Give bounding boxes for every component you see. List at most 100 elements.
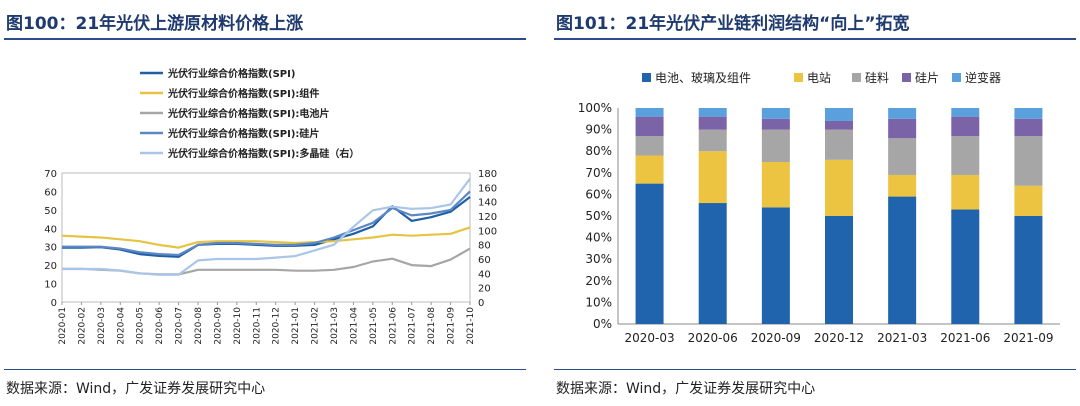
x-tick-label: 2021-08	[427, 307, 437, 345]
x-tick-label: 2020-12	[272, 307, 282, 345]
y-tick-left: 10	[44, 280, 57, 291]
x-tick-label: 2020-01	[58, 307, 68, 345]
x-tick-label: 2020-06	[155, 307, 165, 345]
bar-segment-1	[1014, 185, 1043, 216]
y-tick-label: 100%	[578, 101, 612, 115]
y-tick-label: 70%	[585, 166, 612, 180]
left-source-note: 数据来源：Wind，广发证券发展研究中心	[6, 381, 266, 397]
x-tick-label: 2021-06	[940, 331, 990, 345]
bar-segment-3	[825, 120, 853, 130]
left-figure-title: 图100：21年光伏上游原材料价格上涨	[6, 14, 304, 34]
y-tick-right: 80	[478, 241, 491, 252]
bar-segment-3	[698, 116, 727, 130]
x-tick-label: 2021-10	[466, 307, 476, 345]
y-tick-label: 0%	[593, 317, 612, 331]
left-panel: 图100：21年光伏上游原材料价格上涨 光伏行业综合价格指数(SPI) 光伏行业综…	[0, 0, 530, 406]
series-line-1	[61, 226, 471, 249]
bar-segment-0	[951, 209, 980, 324]
legend-label-3: 硅片	[915, 71, 939, 85]
x-tick-label: 2020-12	[814, 331, 864, 345]
legend-swatch-3	[902, 73, 911, 82]
bar-segment-4	[888, 108, 917, 119]
bar-segment-1	[951, 174, 980, 210]
bar-segment-2	[761, 129, 790, 162]
x-tick-label: 2020-08	[194, 307, 204, 345]
bar-segment-4	[951, 108, 980, 117]
x-tick-label: 2021-03	[330, 307, 340, 345]
bar-segment-3	[1014, 118, 1043, 137]
bar-segment-1	[888, 174, 917, 197]
bar-segment-4	[1014, 108, 1043, 119]
y-tick-left: 0	[51, 298, 57, 309]
stacked-bar-chart: 电池、玻璃及组件 电站 硅料 硅片 逆变器 0% 10% 20% 30% 40% 50% 60% 70%…	[578, 70, 1060, 345]
series-line-0	[62, 196, 471, 258]
bar-segment-1	[635, 155, 664, 184]
legend-swatch-0	[642, 73, 651, 82]
bar-segment-3	[951, 116, 980, 137]
y-tick-left: 60	[44, 187, 57, 198]
legend-label-0: 电池、玻璃及组件	[655, 71, 751, 85]
y-tick-label: 20%	[585, 274, 612, 288]
y-tick-right: 100	[478, 226, 497, 237]
x-tick-label: 2020-07	[175, 307, 185, 345]
x-tick-label: 2021-09	[447, 307, 457, 345]
x-tick-label: 2021-03	[877, 331, 927, 345]
bar-segment-0	[888, 196, 917, 324]
legend-label-1: 光伏行业综合价格指数(SPI):组件	[167, 87, 319, 100]
y-tick-label: 30%	[585, 252, 612, 266]
bar-segment-0	[825, 216, 853, 324]
bar-segment-2	[635, 136, 664, 156]
y-tick-label: 80%	[585, 144, 612, 158]
y-tick-right: 0	[478, 298, 484, 309]
y-tick-label: 60%	[585, 187, 612, 201]
y-tick-right: 160	[478, 183, 497, 194]
y-tick-label: 10%	[585, 295, 612, 309]
y-tick-right: 140	[478, 198, 497, 209]
left-source-rule	[4, 369, 526, 370]
y-tick-left: 50	[44, 206, 57, 217]
x-tick-label: 2020-03	[625, 331, 675, 345]
x-tick-label: 2021-01	[291, 307, 301, 345]
legend-label-3: 光伏行业综合价格指数(SPI):硅片	[167, 127, 319, 140]
y-tick-right: 120	[478, 212, 497, 223]
legend-label-1: 电站	[807, 71, 831, 85]
right-source-note: 数据来源：Wind，广发证券发展研究中心	[556, 381, 816, 397]
legend-swatch-2	[852, 73, 861, 82]
bar-segment-2	[951, 136, 980, 175]
bar-segment-0	[698, 203, 727, 324]
y-tick-label: 50%	[585, 209, 612, 223]
bar-segment-1	[761, 162, 790, 208]
left-title-rule	[4, 38, 526, 40]
y-tick-right: 40	[478, 269, 491, 280]
bar-segment-1	[825, 159, 853, 216]
series-line-3	[62, 190, 471, 257]
bar-segment-2	[1014, 136, 1043, 186]
bar-segment-4	[635, 108, 664, 117]
x-tick-label: 2020-03	[97, 307, 107, 345]
bar-segment-3	[635, 116, 664, 137]
bar-segment-2	[825, 129, 853, 160]
x-tick-label: 2020-06	[688, 331, 738, 345]
bar-segment-0	[761, 207, 790, 324]
y-tick-right: 60	[478, 255, 491, 266]
y-tick-left: 30	[44, 243, 57, 254]
right-panel: 图101：21年光伏产业链利润结构“向上”拓宽 电池、玻璃及组件 电站 硅料 硅片 逆变…	[550, 0, 1080, 406]
x-tick-label: 2021-09	[1003, 331, 1053, 345]
x-tick-label: 2020-05	[136, 307, 146, 345]
bar-segment-0	[1014, 216, 1043, 324]
bar-segment-4	[761, 108, 790, 119]
y-tick-left: 20	[44, 261, 57, 272]
legend-label-4: 光伏行业综合价格指数(SPI):多晶硅（右）	[167, 147, 359, 160]
bar-segment-3	[888, 118, 917, 139]
y-tick-left: 70	[44, 169, 57, 180]
x-tick-label: 2020-04	[116, 307, 126, 345]
y-tick-left: 40	[44, 224, 57, 235]
legend-swatch-4	[952, 73, 961, 82]
legend-label-2: 光伏行业综合价格指数(SPI):电池片	[167, 107, 329, 120]
x-tick-label: 2020-02	[77, 307, 87, 345]
x-tick-label: 2020-11	[252, 307, 262, 345]
bar-segment-0	[635, 183, 664, 324]
y-tick-right: 180	[478, 169, 497, 180]
y-tick-label: 90%	[585, 123, 612, 137]
series-line-4	[62, 178, 471, 276]
